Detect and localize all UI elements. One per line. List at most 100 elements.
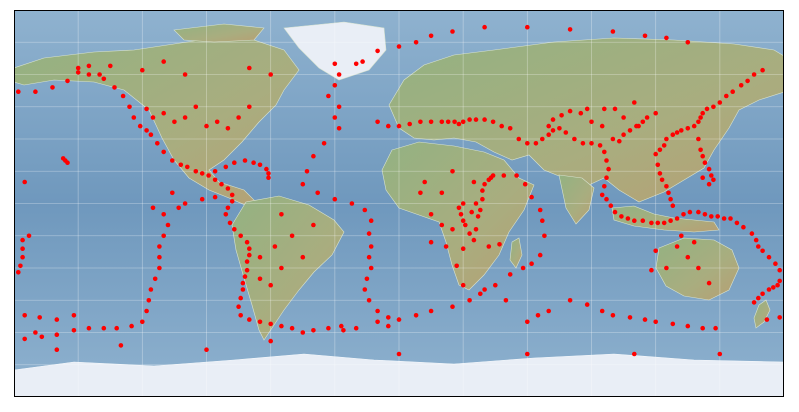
earthquake-point [756, 295, 761, 301]
earthquake-point [738, 83, 744, 88]
earthquake-point [602, 106, 607, 112]
earthquake-point [182, 72, 188, 77]
earthquake-point [140, 67, 145, 73]
earthquake-point [39, 334, 45, 340]
earthquake-point [657, 171, 663, 176]
earthquake-point [537, 207, 543, 213]
earthquake-point [257, 254, 263, 260]
earthquake-point [621, 115, 626, 120]
earthquake-point [257, 276, 263, 282]
earthquake-point [619, 214, 624, 219]
earthquake-point [456, 205, 462, 211]
earthquake-point [627, 128, 633, 133]
earthquake-point [360, 59, 365, 64]
earthquake-point [289, 325, 295, 331]
earthquake-point [681, 212, 686, 217]
earthquake-point [396, 44, 402, 49]
earthquake-point [608, 203, 614, 208]
earthquake-point [193, 104, 199, 110]
earthquake-point [450, 227, 455, 232]
earthquake-point [604, 158, 609, 163]
earthquake-point [229, 192, 235, 198]
earthquake-point [146, 298, 152, 303]
earthquake-point [777, 315, 782, 320]
earthquake-point [161, 110, 166, 116]
earthquake-point [161, 59, 166, 64]
earthquake-point [522, 181, 528, 187]
earthquake-point [668, 218, 673, 223]
earthquake-point [478, 291, 483, 297]
earthquake-point [578, 110, 584, 116]
earthquake-point [674, 130, 680, 135]
earthquake-point [617, 138, 622, 144]
earthquake-point [244, 259, 250, 264]
earthquake-point [311, 328, 316, 333]
earthquake-point [157, 254, 162, 260]
earthquake-point [386, 323, 391, 329]
earthquake-point [753, 237, 759, 243]
earthquake-point [546, 308, 551, 314]
earthquake-point [225, 186, 231, 191]
earthquake-point [649, 220, 654, 226]
earthquake-point [467, 298, 472, 303]
land-indonesia [611, 205, 720, 233]
earthquake-point [621, 132, 626, 137]
earthquake-point [709, 173, 714, 178]
earthquake-point [741, 224, 746, 230]
earthquake-point [724, 93, 729, 99]
earthquake-point [700, 153, 705, 159]
earthquake-point [501, 173, 507, 178]
earthquake-point [604, 196, 609, 202]
earthquake-point [257, 319, 263, 325]
earthquake-point [473, 117, 479, 122]
earthquake-point [685, 254, 691, 260]
earthquake-point [661, 143, 667, 148]
earthquake-point [674, 216, 680, 221]
earthquake-point [535, 313, 541, 318]
earthquake-point [375, 48, 380, 54]
earthquake-point [661, 220, 667, 226]
earthquake-point [599, 192, 605, 198]
earthquake-point [706, 181, 712, 187]
world-map [14, 10, 784, 397]
earthquake-point [670, 321, 676, 327]
earthquake-point [300, 254, 306, 260]
earthquake-point [764, 317, 770, 322]
earthquake-point [300, 330, 306, 335]
earthquake-point [460, 218, 466, 223]
earthquake-point [108, 63, 113, 69]
earthquake-point [775, 282, 780, 288]
earthquake-point [749, 231, 755, 236]
earthquake-point [178, 162, 184, 168]
earthquake-point [606, 166, 611, 172]
earthquake-point [428, 212, 434, 217]
earthquake-point [396, 351, 402, 357]
earthquake-point [223, 212, 229, 217]
land-madagascar [509, 237, 523, 269]
earthquake-point [655, 220, 661, 226]
earthquake-point [137, 123, 143, 129]
earthquake-point [366, 254, 372, 260]
earthquake-point [685, 40, 691, 45]
earthquake-point [760, 248, 765, 254]
earthquake-point [364, 276, 370, 282]
earthquake-point [244, 267, 250, 273]
earthquake-point [760, 67, 765, 73]
earthquake-point [525, 141, 530, 146]
earthquake-point [22, 179, 27, 185]
earthquake-point [625, 216, 631, 221]
earthquake-point [366, 298, 372, 303]
earthquake-point [610, 136, 616, 142]
earthquake-point [144, 106, 149, 112]
earthquake-point [54, 347, 60, 353]
earthquake-point [199, 171, 205, 176]
earthquake-point [751, 300, 757, 305]
earthquake-points [16, 24, 782, 357]
earthquake-point [664, 35, 669, 41]
earthquake-point [311, 153, 316, 159]
earthquake-point [268, 72, 273, 77]
earthquake-point [664, 265, 669, 271]
earthquake-point [413, 313, 419, 318]
earthquake-point [480, 196, 485, 202]
earthquake-point [679, 233, 684, 239]
